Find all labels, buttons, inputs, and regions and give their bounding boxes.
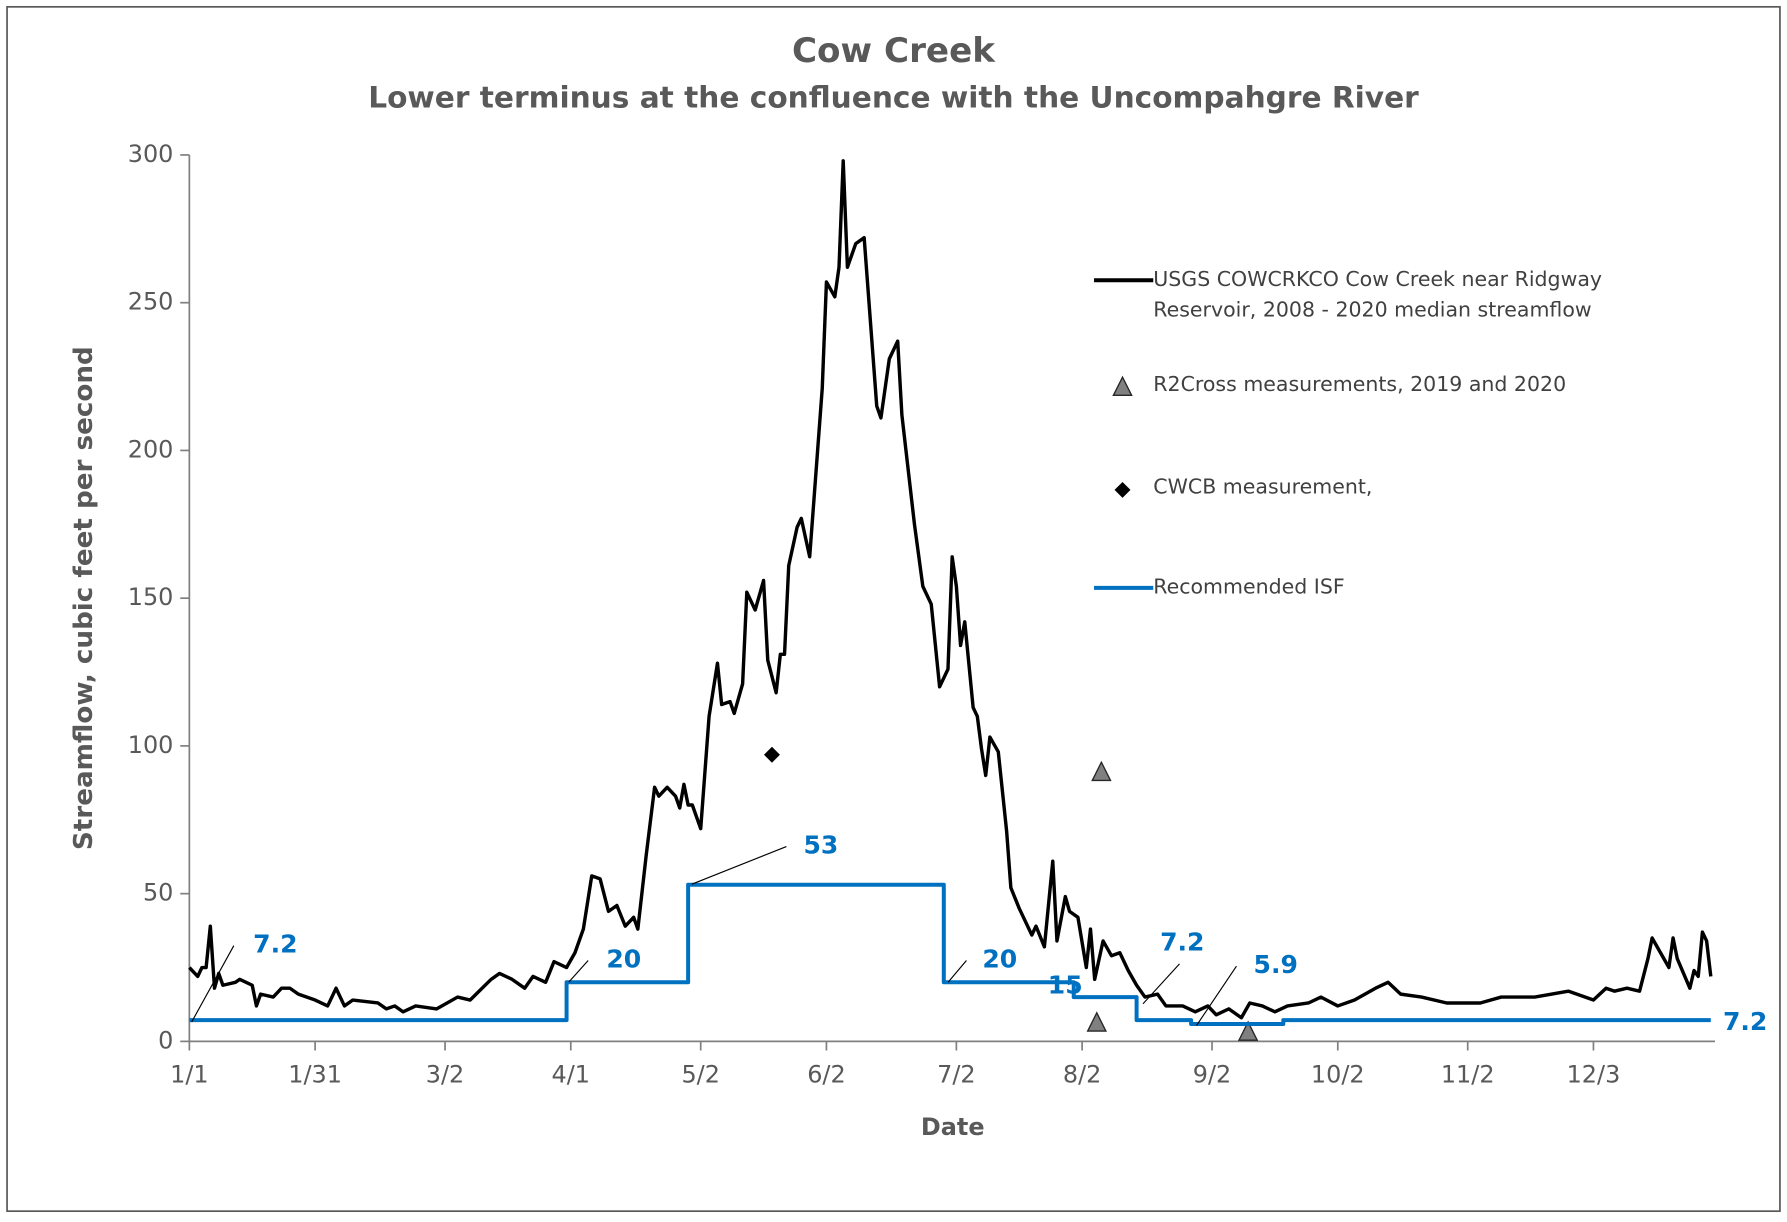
series-line <box>188 159 1713 1020</box>
leader-line <box>691 846 787 885</box>
y-tick-label: 300 <box>128 140 174 168</box>
isf-label: 53 <box>803 831 838 860</box>
isf-label: 15 <box>1048 971 1083 1000</box>
isf-label: 5.9 <box>1254 950 1298 979</box>
legend-text: USGS COWCRKCO Cow Creek near Ridgway Res… <box>1153 267 1603 323</box>
y-tick-label: 150 <box>128 583 174 611</box>
x-tick-label: 3/2 <box>426 1061 464 1089</box>
leader-line <box>1142 963 1180 1005</box>
y-tick-label: 100 <box>128 731 174 759</box>
legend-label: Recommended ISF <box>1153 575 1345 600</box>
x-tick-label: 7/2 <box>937 1061 975 1089</box>
x-tick-label: 12/3 <box>1567 1061 1621 1089</box>
x-tick-label: 9/2 <box>1193 1061 1231 1089</box>
y-tick-label: 200 <box>128 435 174 463</box>
x-tick-label: 6/2 <box>807 1061 845 1089</box>
x-axis-label: Date <box>921 1113 985 1141</box>
isf-label: 20 <box>982 944 1017 973</box>
legend-text: Recommended ISF <box>1153 575 1345 600</box>
y-tick-label: 50 <box>143 879 173 907</box>
leader-line <box>947 960 967 983</box>
x-tick-label: 4/1 <box>552 1061 590 1089</box>
x-tick-label: 11/2 <box>1441 1061 1495 1089</box>
legend-text: CWCB measurement, <box>1153 475 1373 500</box>
x-tick-label: 1/1 <box>170 1061 208 1089</box>
x-tick-label: 1/31 <box>288 1061 342 1089</box>
y-tick-label: 250 <box>128 288 174 316</box>
legend-label: R2Cross measurements, 2019 and 2020 <box>1153 372 1567 397</box>
triangle-marker <box>1237 1020 1259 1041</box>
legend-label: USGS COWCRKCO Cow Creek near Ridgway Res… <box>1153 267 1603 323</box>
leader-line <box>568 960 589 983</box>
leader-line <box>191 945 235 1023</box>
y-axis-label: Streamflow, cubic feet per second <box>69 346 99 850</box>
x-tick-label: 5/2 <box>681 1061 719 1089</box>
leader-line <box>1196 965 1237 1026</box>
x-tick-label: 10/2 <box>1311 1061 1365 1089</box>
chart-title: Cow Creek <box>792 31 996 71</box>
legend-label: CWCB measurement, <box>1153 475 1373 500</box>
legend-text: R2Cross measurements, 2019 and 2020 <box>1153 372 1567 397</box>
isf-label: 7.2 <box>253 930 297 959</box>
diamond-marker <box>763 746 780 763</box>
chart-subtitle: Lower terminus at the confluence with th… <box>368 81 1419 115</box>
triangle-marker <box>1091 760 1112 782</box>
triangle-marker <box>1086 1011 1107 1032</box>
legend: USGS COWCRKCO Cow Creek near Ridgway Res… <box>1094 267 1603 600</box>
chart-border <box>6 5 1781 1213</box>
x-tick-label: 8/2 <box>1063 1061 1101 1089</box>
isf-label: 7.2 <box>1723 1007 1767 1036</box>
series-line <box>189 882 1711 1026</box>
y-tick-label: 0 <box>158 1026 173 1054</box>
isf-label: 20 <box>606 944 641 973</box>
triangle-marker <box>1112 375 1133 397</box>
isf-label: 7.2 <box>1160 927 1204 956</box>
